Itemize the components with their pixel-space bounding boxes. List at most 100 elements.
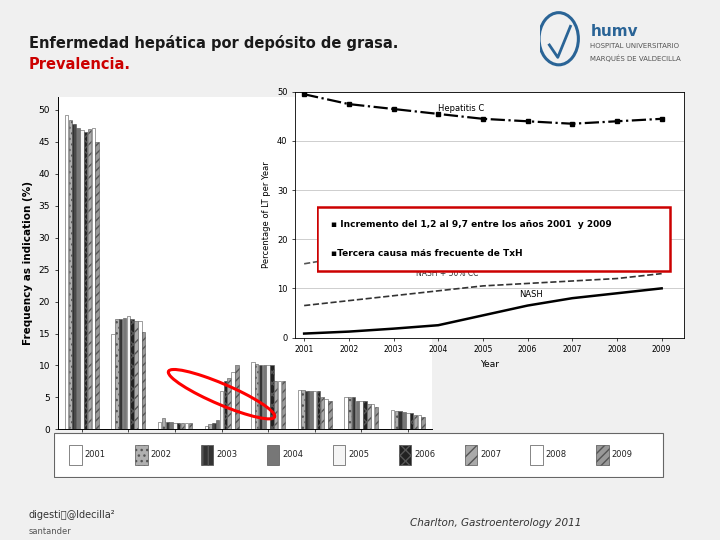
Bar bbox=[208, 424, 212, 429]
Bar bbox=[325, 399, 328, 429]
FancyBboxPatch shape bbox=[317, 207, 670, 271]
Bar bbox=[263, 366, 266, 429]
Bar bbox=[313, 391, 316, 429]
Bar bbox=[95, 142, 99, 429]
Bar bbox=[328, 401, 332, 429]
Bar bbox=[123, 318, 126, 429]
Bar bbox=[80, 131, 84, 429]
Bar bbox=[91, 128, 95, 429]
Y-axis label: Frequency as indication (%): Frequency as indication (%) bbox=[23, 181, 33, 345]
Text: 2008: 2008 bbox=[546, 450, 567, 460]
Bar bbox=[274, 381, 277, 429]
Bar bbox=[371, 404, 374, 429]
Text: Charlton, Gastroenterology 2011: Charlton, Gastroenterology 2011 bbox=[410, 518, 582, 529]
Bar bbox=[278, 381, 282, 429]
Text: NASH + 50% CC: NASH + 50% CC bbox=[416, 269, 478, 278]
Bar bbox=[398, 411, 402, 429]
FancyBboxPatch shape bbox=[596, 445, 608, 465]
Bar bbox=[130, 320, 134, 429]
Bar bbox=[418, 415, 421, 429]
Bar bbox=[359, 401, 363, 429]
Bar bbox=[255, 364, 258, 429]
FancyBboxPatch shape bbox=[399, 445, 411, 465]
Bar bbox=[220, 391, 223, 429]
FancyBboxPatch shape bbox=[135, 445, 148, 465]
Text: 2003: 2003 bbox=[217, 450, 238, 460]
Bar bbox=[177, 423, 181, 429]
Bar bbox=[282, 381, 285, 429]
Bar bbox=[112, 334, 114, 429]
Bar bbox=[352, 397, 355, 429]
Bar bbox=[73, 124, 76, 429]
Bar bbox=[189, 423, 192, 429]
Bar bbox=[367, 404, 371, 429]
Bar bbox=[266, 366, 270, 429]
Bar bbox=[166, 422, 169, 429]
Bar bbox=[228, 378, 231, 429]
Bar bbox=[364, 401, 366, 429]
FancyBboxPatch shape bbox=[201, 445, 213, 465]
Bar bbox=[375, 407, 378, 429]
Text: Hepatitis C: Hepatitis C bbox=[438, 104, 485, 113]
Bar bbox=[410, 413, 413, 429]
FancyBboxPatch shape bbox=[531, 445, 543, 465]
Bar bbox=[127, 315, 130, 429]
Text: santander: santander bbox=[29, 526, 71, 536]
Bar bbox=[302, 390, 305, 429]
Bar bbox=[402, 412, 405, 429]
Bar bbox=[88, 129, 91, 429]
Bar bbox=[185, 423, 188, 429]
Bar bbox=[224, 381, 227, 429]
X-axis label: Year: Year bbox=[480, 360, 499, 369]
Bar bbox=[65, 115, 68, 429]
Bar bbox=[348, 397, 351, 429]
Bar bbox=[231, 372, 235, 429]
Bar bbox=[135, 321, 138, 429]
Text: 2009: 2009 bbox=[612, 450, 633, 460]
Bar bbox=[181, 423, 184, 429]
FancyBboxPatch shape bbox=[267, 445, 279, 465]
Bar bbox=[297, 390, 301, 429]
Text: Enfermedad hepática por depósito de grasa.: Enfermedad hepática por depósito de gras… bbox=[29, 35, 398, 51]
Text: 2006: 2006 bbox=[414, 450, 436, 460]
Bar bbox=[356, 401, 359, 429]
Bar bbox=[76, 128, 80, 429]
Text: 2001: 2001 bbox=[85, 450, 106, 460]
Bar bbox=[169, 422, 173, 429]
Bar bbox=[421, 416, 425, 429]
Text: NASH: NASH bbox=[518, 290, 542, 299]
Text: ▪ Incremento del 1,2 al 9,7 entre los años 2001  y 2009: ▪ Incremento del 1,2 al 9,7 entre los añ… bbox=[331, 220, 612, 228]
Text: MARQUÉS DE VALDECILLA: MARQUÉS DE VALDECILLA bbox=[590, 54, 681, 62]
Text: Prevalencia.: Prevalencia. bbox=[29, 57, 131, 72]
Text: ▪Tercera causa más frecuente de TxH: ▪Tercera causa más frecuente de TxH bbox=[331, 249, 523, 258]
Bar bbox=[251, 362, 255, 429]
Bar bbox=[162, 418, 165, 429]
Bar bbox=[235, 366, 238, 429]
Bar bbox=[142, 332, 145, 429]
Text: Alcoholic Liver Disease: Alcoholic Liver Disease bbox=[461, 235, 549, 244]
Text: humv: humv bbox=[590, 24, 638, 39]
Text: digestiⓥ@ldecilla²: digestiⓥ@ldecilla² bbox=[29, 510, 115, 521]
FancyBboxPatch shape bbox=[69, 445, 81, 465]
FancyBboxPatch shape bbox=[333, 445, 345, 465]
Text: 2005: 2005 bbox=[348, 450, 369, 460]
Bar bbox=[119, 319, 122, 429]
Bar bbox=[305, 391, 309, 429]
FancyBboxPatch shape bbox=[464, 445, 477, 465]
Bar bbox=[115, 320, 119, 429]
Bar bbox=[344, 397, 348, 429]
Bar bbox=[174, 423, 176, 429]
Bar bbox=[414, 415, 417, 429]
Text: 2007: 2007 bbox=[480, 450, 501, 460]
Bar bbox=[212, 423, 215, 429]
Bar bbox=[391, 410, 395, 429]
Bar bbox=[216, 420, 220, 429]
Bar bbox=[258, 366, 262, 429]
Bar bbox=[317, 391, 320, 429]
Bar bbox=[158, 422, 161, 429]
Bar bbox=[204, 426, 208, 429]
Text: 2004: 2004 bbox=[282, 450, 303, 460]
Text: HOSPITAL UNIVERSITARIO: HOSPITAL UNIVERSITARIO bbox=[590, 43, 680, 49]
Bar bbox=[406, 413, 410, 429]
FancyBboxPatch shape bbox=[54, 434, 663, 476]
